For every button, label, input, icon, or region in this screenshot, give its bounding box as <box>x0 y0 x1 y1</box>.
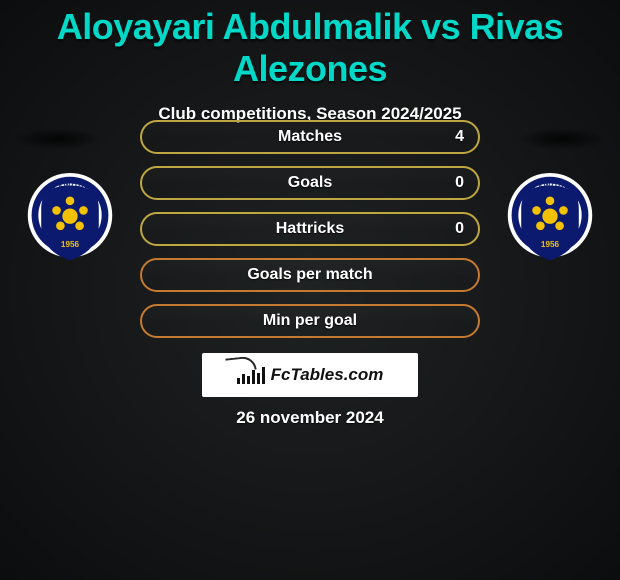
stat-label: Goals <box>288 174 332 192</box>
player-shadow-left <box>14 128 102 150</box>
stat-value-right: 4 <box>455 128 464 146</box>
stat-row-min-per-goal: Min per goal <box>140 304 480 338</box>
club-badge-right: ALTAAWOUN FC 1956 <box>502 172 598 268</box>
page-title: Aloyayari Abdulmalik vs Rivas Alezones <box>0 0 620 90</box>
svg-text:1956: 1956 <box>61 240 80 249</box>
stat-value-right: 0 <box>455 174 464 192</box>
site-logo-text: FcTables.com <box>271 365 384 385</box>
stat-label: Hattricks <box>276 220 344 238</box>
svg-text:1956: 1956 <box>541 240 560 249</box>
stats-block: Matches 4 Goals 0 Hattricks 0 Goals per … <box>140 120 480 350</box>
date-label: 26 november 2024 <box>0 408 620 428</box>
club-badge-left: ALTAAWOUN FC 1956 <box>22 172 118 268</box>
stat-label: Min per goal <box>263 312 357 330</box>
site-logo: FcTables.com <box>202 353 418 397</box>
stat-row-goals-per-match: Goals per match <box>140 258 480 292</box>
stat-value-right: 0 <box>455 220 464 238</box>
stat-row-goals: Goals 0 <box>140 166 480 200</box>
stat-label: Goals per match <box>247 266 372 284</box>
stat-row-hattricks: Hattricks 0 <box>140 212 480 246</box>
stat-row-matches: Matches 4 <box>140 120 480 154</box>
stat-label: Matches <box>278 128 342 146</box>
player-shadow-right <box>518 128 606 150</box>
